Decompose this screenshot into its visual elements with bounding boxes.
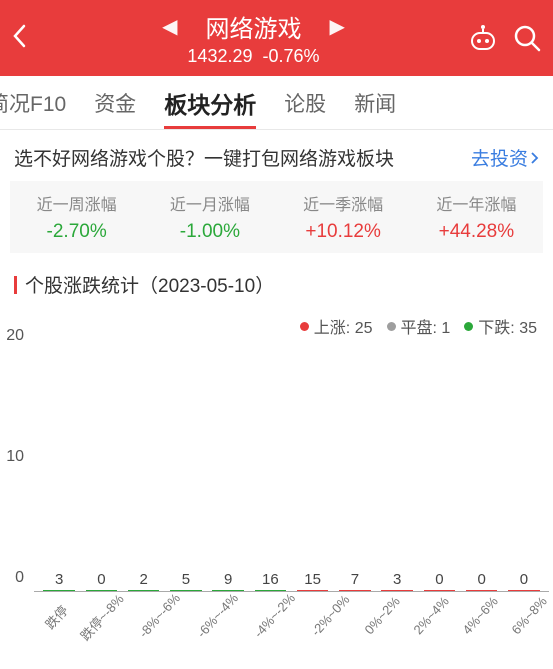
stat-1[interactable]: 近一月涨幅 -1.00% [143, 191, 276, 243]
bar [128, 590, 159, 591]
tab-4[interactable]: 新闻 [340, 76, 410, 129]
promo-link[interactable]: 去投资 [471, 144, 539, 171]
bar [508, 590, 539, 591]
bar [297, 590, 328, 591]
bar-col: 0 [420, 590, 458, 591]
chart-legend: 上涨: 25 平盘: 1 下跌: 35 [0, 298, 553, 346]
y-tick: 20 [6, 327, 24, 345]
bar-value-label: 15 [304, 571, 321, 588]
chevron-right-icon [530, 151, 539, 165]
app-header: ◀ 网络游戏 ▶ 1432.29 -0.76% [0, 0, 553, 76]
bar-col: 15 [294, 590, 332, 591]
legend-up: 上涨: 25 [300, 314, 373, 338]
x-label: 0%~2% [361, 594, 405, 640]
price-change: -0.76% [263, 46, 320, 66]
price-line: 1432.29 -0.76% [187, 46, 319, 67]
bar [170, 590, 201, 591]
bar-value-label: 16 [262, 571, 279, 588]
header-center: ◀ 网络游戏 ▶ 1432.29 -0.76% [40, 9, 467, 67]
y-tick: 0 [15, 569, 24, 587]
back-button[interactable] [12, 24, 40, 53]
bar-value-label: 3 [393, 571, 401, 588]
stat-label: 近一月涨幅 [143, 191, 276, 215]
section-title-text: 个股涨跌统计（2023-05-10） [25, 271, 274, 298]
legend-down: 下跌: 35 [464, 314, 537, 338]
x-label: -4%~-2% [251, 590, 301, 643]
next-sector-button[interactable]: ▶ [330, 14, 345, 39]
x-label: -8%~-6% [136, 590, 186, 643]
section-title: 个股涨跌统计（2023-05-10） [14, 271, 539, 298]
tab-bar: 简况F10资金板块分析论股新闻 [0, 76, 553, 130]
x-axis-labels: 跌停跌停~-8%-8%~-6%-6%~-4%-4%~-2%-2%~0%0%~2%… [34, 592, 549, 625]
x-label: 跌停~-8% [75, 589, 127, 644]
prev-sector-button[interactable]: ◀ [162, 14, 177, 39]
stat-label: 近一周涨幅 [10, 191, 143, 215]
bar [381, 590, 412, 591]
price-value: 1432.29 [187, 46, 252, 66]
bar-col: 0 [505, 590, 543, 591]
bar-value-label: 0 [520, 571, 528, 588]
robot-icon[interactable] [467, 23, 499, 53]
legend-flat: 平盘: 1 [387, 314, 451, 338]
distribution-chart: 01020 30259161573000 跌停跌停~-8%-8%~-6%-6%~… [0, 346, 553, 646]
stat-value: -2.70% [10, 221, 143, 243]
y-tick: 10 [6, 448, 24, 466]
tab-1[interactable]: 资金 [80, 76, 150, 129]
x-label: -6%~-4% [193, 590, 243, 643]
stat-value: +44.28% [410, 221, 543, 243]
bar-value-label: 5 [182, 571, 190, 588]
bar-value-label: 0 [97, 571, 105, 588]
stat-value: -1.00% [143, 221, 276, 243]
bar-col: 0 [463, 590, 501, 591]
bar [339, 590, 370, 591]
bar-col: 3 [378, 590, 416, 591]
promo-link-label: 去投资 [471, 144, 528, 171]
bar-value-label: 0 [435, 571, 443, 588]
bar [255, 590, 286, 591]
search-icon[interactable] [513, 24, 541, 52]
promo-text: 选不好网络游戏个股？一键打包网络游戏板块 [14, 144, 394, 171]
x-label: 跌停 [40, 601, 72, 633]
x-label: 2%~4% [410, 594, 454, 640]
bar [43, 590, 74, 591]
x-label: 6%~8% [509, 594, 553, 640]
period-stats-grid: 近一周涨幅 -2.70%近一月涨幅 -1.00%近一季涨幅 +10.12%近一年涨幅 +… [10, 181, 543, 253]
bar-value-label: 7 [351, 571, 359, 588]
x-label: -2%~0% [308, 592, 355, 641]
stat-2[interactable]: 近一季涨幅 +10.12% [277, 191, 410, 243]
legend-up-label: 上涨: 25 [314, 314, 373, 338]
tab-2[interactable]: 板块分析 [150, 76, 270, 129]
bar-value-label: 0 [477, 571, 485, 588]
stat-label: 近一年涨幅 [410, 191, 543, 215]
stat-label: 近一季涨幅 [277, 191, 410, 215]
y-axis: 01020 [0, 354, 30, 596]
stat-value: +10.12% [277, 221, 410, 243]
bar-value-label: 2 [139, 571, 147, 588]
tab-3[interactable]: 论股 [270, 76, 340, 129]
chevron-left-icon [12, 24, 26, 48]
promo-banner: 选不好网络游戏个股？一键打包网络游戏板块 去投资 [0, 130, 553, 181]
bar-col: 3 [40, 590, 78, 591]
bar [424, 590, 455, 591]
stat-3[interactable]: 近一年涨幅 +44.28% [410, 191, 543, 243]
bar-col: 2 [125, 590, 163, 591]
sector-title: 网络游戏 [206, 9, 302, 44]
bar [466, 590, 497, 591]
legend-down-label: 下跌: 35 [478, 314, 537, 338]
chart-plot: 3 0 2 5 9 16 15 7 3 0 0 0 [34, 354, 549, 592]
bar-value-label: 9 [224, 571, 232, 588]
tab-0[interactable]: 简况F10 [0, 76, 80, 129]
x-label: 4%~6% [460, 594, 504, 640]
legend-flat-label: 平盘: 1 [401, 314, 451, 338]
stat-0[interactable]: 近一周涨幅 -2.70% [10, 191, 143, 243]
bar-value-label: 3 [55, 571, 63, 588]
bar-col: 16 [251, 590, 289, 591]
